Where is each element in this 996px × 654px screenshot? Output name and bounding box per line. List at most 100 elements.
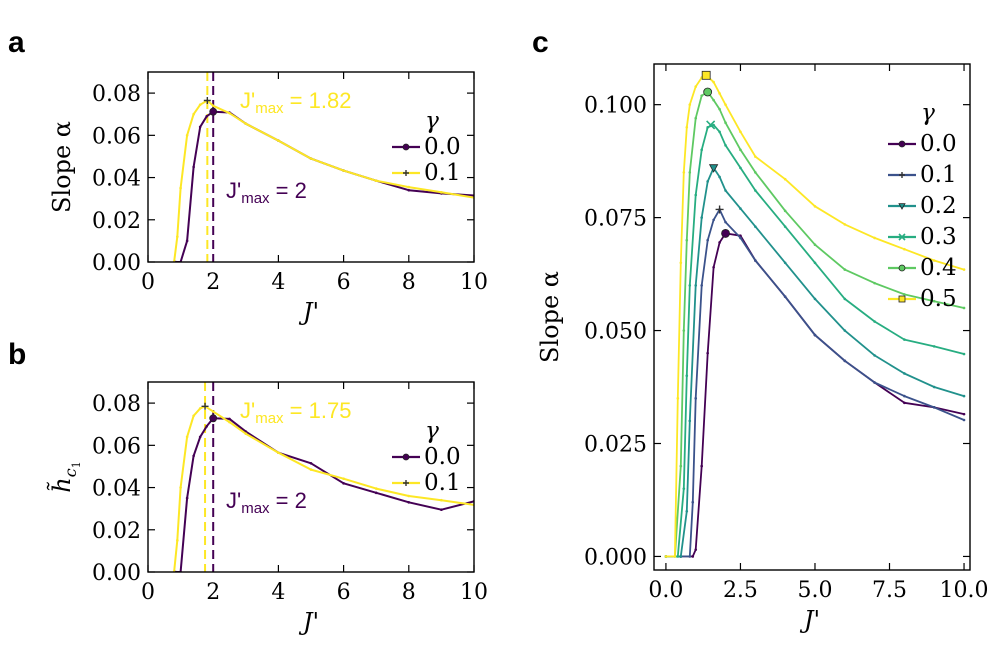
series-line-c-0 (665, 232, 965, 558)
legend-marker-c-3 (898, 233, 906, 241)
point-c-4-13 (754, 171, 757, 174)
point-c-4-9 (712, 98, 715, 102)
annotation-a-0: J'max = 1.82 (240, 88, 351, 117)
legend-label-c-4: 0.4 (920, 255, 957, 281)
point-c-5-4 (682, 171, 686, 174)
peak-marker-b-0 (209, 414, 218, 423)
y-axis-label-a: Slope α (48, 121, 76, 213)
point-c-1-12 (783, 295, 787, 298)
point-c-2-9 (724, 189, 727, 192)
point-c-3-11 (739, 166, 742, 170)
legend-marker-c-4 (898, 264, 906, 272)
point-a-1-9 (244, 122, 248, 126)
point-c-2-17 (932, 385, 936, 389)
point-b-1-9 (244, 432, 248, 436)
legend-c: γ 0.0 0.1 0.2 0.3 0.4 0.5 (888, 100, 957, 312)
point-c-4-17 (873, 281, 876, 285)
point-a-0-2 (185, 239, 189, 243)
peak-marker-b-1 (201, 402, 209, 410)
legend-marker-c-1 (899, 172, 905, 178)
series-line-c-3 (665, 124, 965, 558)
peak-marker-c-1 (715, 205, 724, 214)
legend-title-b: γ (425, 418, 439, 444)
legend-label-c-0: 0.0 (920, 131, 957, 157)
panel-label-b: b (8, 338, 26, 371)
point-c-0-3 (694, 548, 698, 551)
legend-label-b-1: 0.1 (424, 470, 461, 496)
legend-title-c: γ (921, 100, 935, 126)
point-c-1-7 (712, 218, 715, 222)
annotation-b-0: J'max = 1.75 (240, 398, 351, 427)
x-tick-label-b-3: 6 (337, 580, 351, 605)
point-c-3-6 (700, 148, 703, 152)
point-c-5-19 (903, 247, 906, 251)
series-group-a (172, 97, 474, 262)
point-a-0-3 (192, 165, 195, 169)
point-c-4-7 (700, 94, 703, 97)
point-c-2-15 (873, 354, 876, 357)
point-c-4-19 (932, 299, 936, 303)
point-c-3-16 (873, 320, 876, 323)
point-c-1-11 (754, 259, 757, 262)
point-b-0-7 (228, 417, 231, 421)
point-c-2-12 (783, 261, 787, 265)
y-tick-label-c-3: 0.075 (584, 207, 647, 232)
legend-b: γ0.00.1 (392, 418, 461, 496)
x-tick-label-a-0: 0 (141, 270, 155, 295)
y-tick-label-c-1: 0.025 (584, 433, 647, 458)
point-b-0-14 (440, 508, 443, 512)
legend-marker-a-1 (403, 170, 409, 176)
point-c-4-14 (783, 209, 787, 213)
point-c-5-11 (718, 92, 721, 95)
point-c-0-17 (962, 412, 966, 416)
point-c-2-14 (843, 329, 847, 332)
point-b-0-11 (342, 482, 345, 485)
x-tick-label-b-1: 2 (206, 580, 220, 605)
annotation-b-1: J'max = 2 (226, 488, 307, 517)
point-c-3-14 (813, 261, 817, 265)
y-tick-label-a-3: 0.06 (92, 124, 141, 149)
x-tick-label-a-3: 6 (337, 270, 351, 295)
panel-label-c: c (532, 26, 549, 59)
point-c-5-2 (676, 397, 680, 400)
point-c-2-10 (739, 207, 742, 210)
point-b-1-4 (192, 414, 195, 418)
point-c-1-15 (873, 381, 876, 384)
point-b-0-5 (205, 425, 208, 428)
point-b-1-7 (211, 410, 215, 413)
x-tick-label-a-2: 4 (271, 270, 285, 295)
y-axis-label-b: h̃c1 (47, 461, 83, 492)
point-c-5-20 (932, 259, 936, 262)
point-c-5-1 (673, 555, 677, 558)
y-tick-label-b-4: 0.08 (92, 392, 141, 417)
y-tick-label-a-1: 0.02 (92, 209, 141, 234)
point-c-4-3 (682, 329, 686, 332)
point-c-0-2 (691, 555, 695, 558)
peak-marker-c-5 (701, 70, 711, 80)
point-a-1-13 (374, 179, 378, 183)
series-group-b (172, 402, 474, 572)
point-c-5-0 (664, 555, 668, 558)
legend-marker-b-1 (403, 480, 409, 486)
x-axis-label-a: J' (298, 298, 319, 326)
peak-marker-c-2 (708, 164, 719, 173)
peak-marker-c-4 (703, 87, 713, 97)
y-axis-label-c: Slope α (536, 271, 564, 363)
legend-label-c-2: 0.2 (920, 193, 957, 219)
x-axis-label-b: J' (298, 608, 319, 636)
x-tick-label-b-5: 10 (460, 580, 488, 605)
point-b-1-15 (440, 498, 443, 502)
point-c-5-3 (679, 261, 683, 265)
point-c-0-4 (700, 464, 703, 468)
point-c-1-5 (700, 284, 703, 287)
point-c-2-4 (694, 284, 698, 287)
point-b-1-14 (407, 494, 411, 498)
x-tick-label-c-3: 7.5 (872, 578, 907, 603)
y-tick-label-b-3: 0.06 (92, 434, 141, 459)
point-c-1-13 (813, 333, 817, 337)
panel-label-a: a (8, 26, 25, 59)
point-c-5-16 (813, 205, 817, 208)
point-c-3-10 (724, 144, 727, 147)
point-c-1-6 (706, 238, 709, 242)
